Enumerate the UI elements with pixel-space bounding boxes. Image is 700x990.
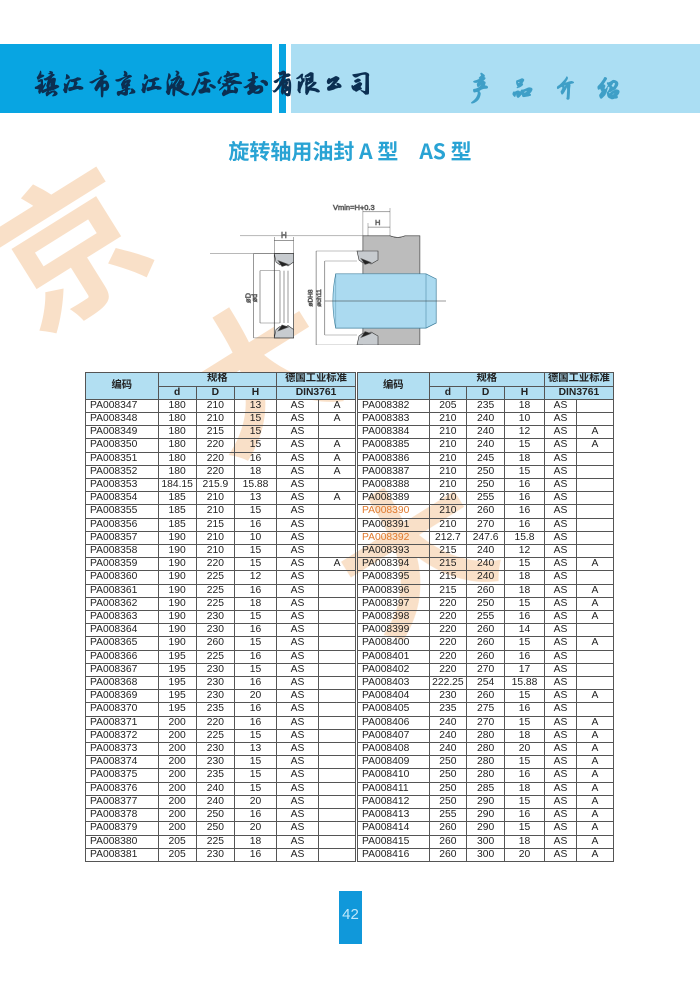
- svg-text:H: H: [375, 218, 380, 227]
- svg-text:øch11: øch11: [316, 289, 323, 307]
- svg-text:H: H: [281, 231, 287, 240]
- svg-text:Vmin=H+0.3: Vmin=H+0.3: [333, 203, 375, 212]
- svg-text:øDH8: øDH8: [308, 289, 315, 306]
- svg-text:ød: ød: [252, 294, 259, 302]
